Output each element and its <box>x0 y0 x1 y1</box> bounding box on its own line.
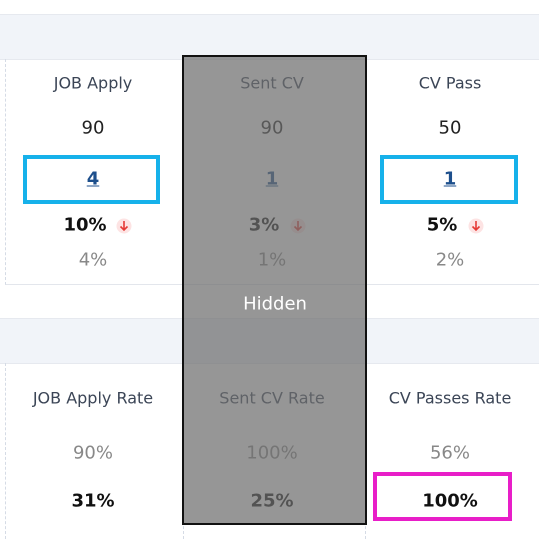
sub-rate: 4% <box>78 249 108 271</box>
count-value: 90 <box>81 117 105 139</box>
column-label: CV Passes Rate <box>388 388 512 408</box>
rate-value: 90% <box>72 442 113 464</box>
rate-total: 31% <box>71 490 115 512</box>
overlay-label: Hidden <box>243 293 307 315</box>
highlight-box <box>380 155 518 204</box>
sub-rate: 2% <box>435 249 465 271</box>
rate-value: 56% <box>429 442 470 464</box>
column-label: JOB Apply Rate <box>32 388 154 408</box>
count-link[interactable]: 4 <box>86 168 100 190</box>
column-label: CV Pass <box>418 73 482 93</box>
rate-total: 100% <box>422 490 478 512</box>
panel-header <box>0 14 539 60</box>
rate-value: 10% <box>63 214 107 236</box>
highlight-box <box>373 472 512 521</box>
down-arrow-icon <box>468 218 484 234</box>
down-arrow-icon <box>116 218 132 234</box>
column-label: JOB Apply <box>53 73 133 93</box>
count-link[interactable]: 1 <box>443 168 457 190</box>
rate-value: 5% <box>426 214 458 236</box>
hidden-overlay <box>182 55 367 525</box>
count-value: 50 <box>438 117 462 139</box>
highlight-box <box>23 155 160 204</box>
panel-body <box>5 363 539 539</box>
